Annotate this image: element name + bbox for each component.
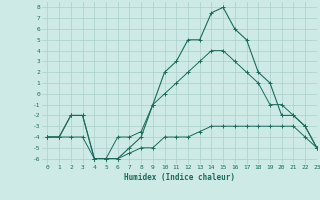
X-axis label: Humidex (Indice chaleur): Humidex (Indice chaleur) [124,173,235,182]
